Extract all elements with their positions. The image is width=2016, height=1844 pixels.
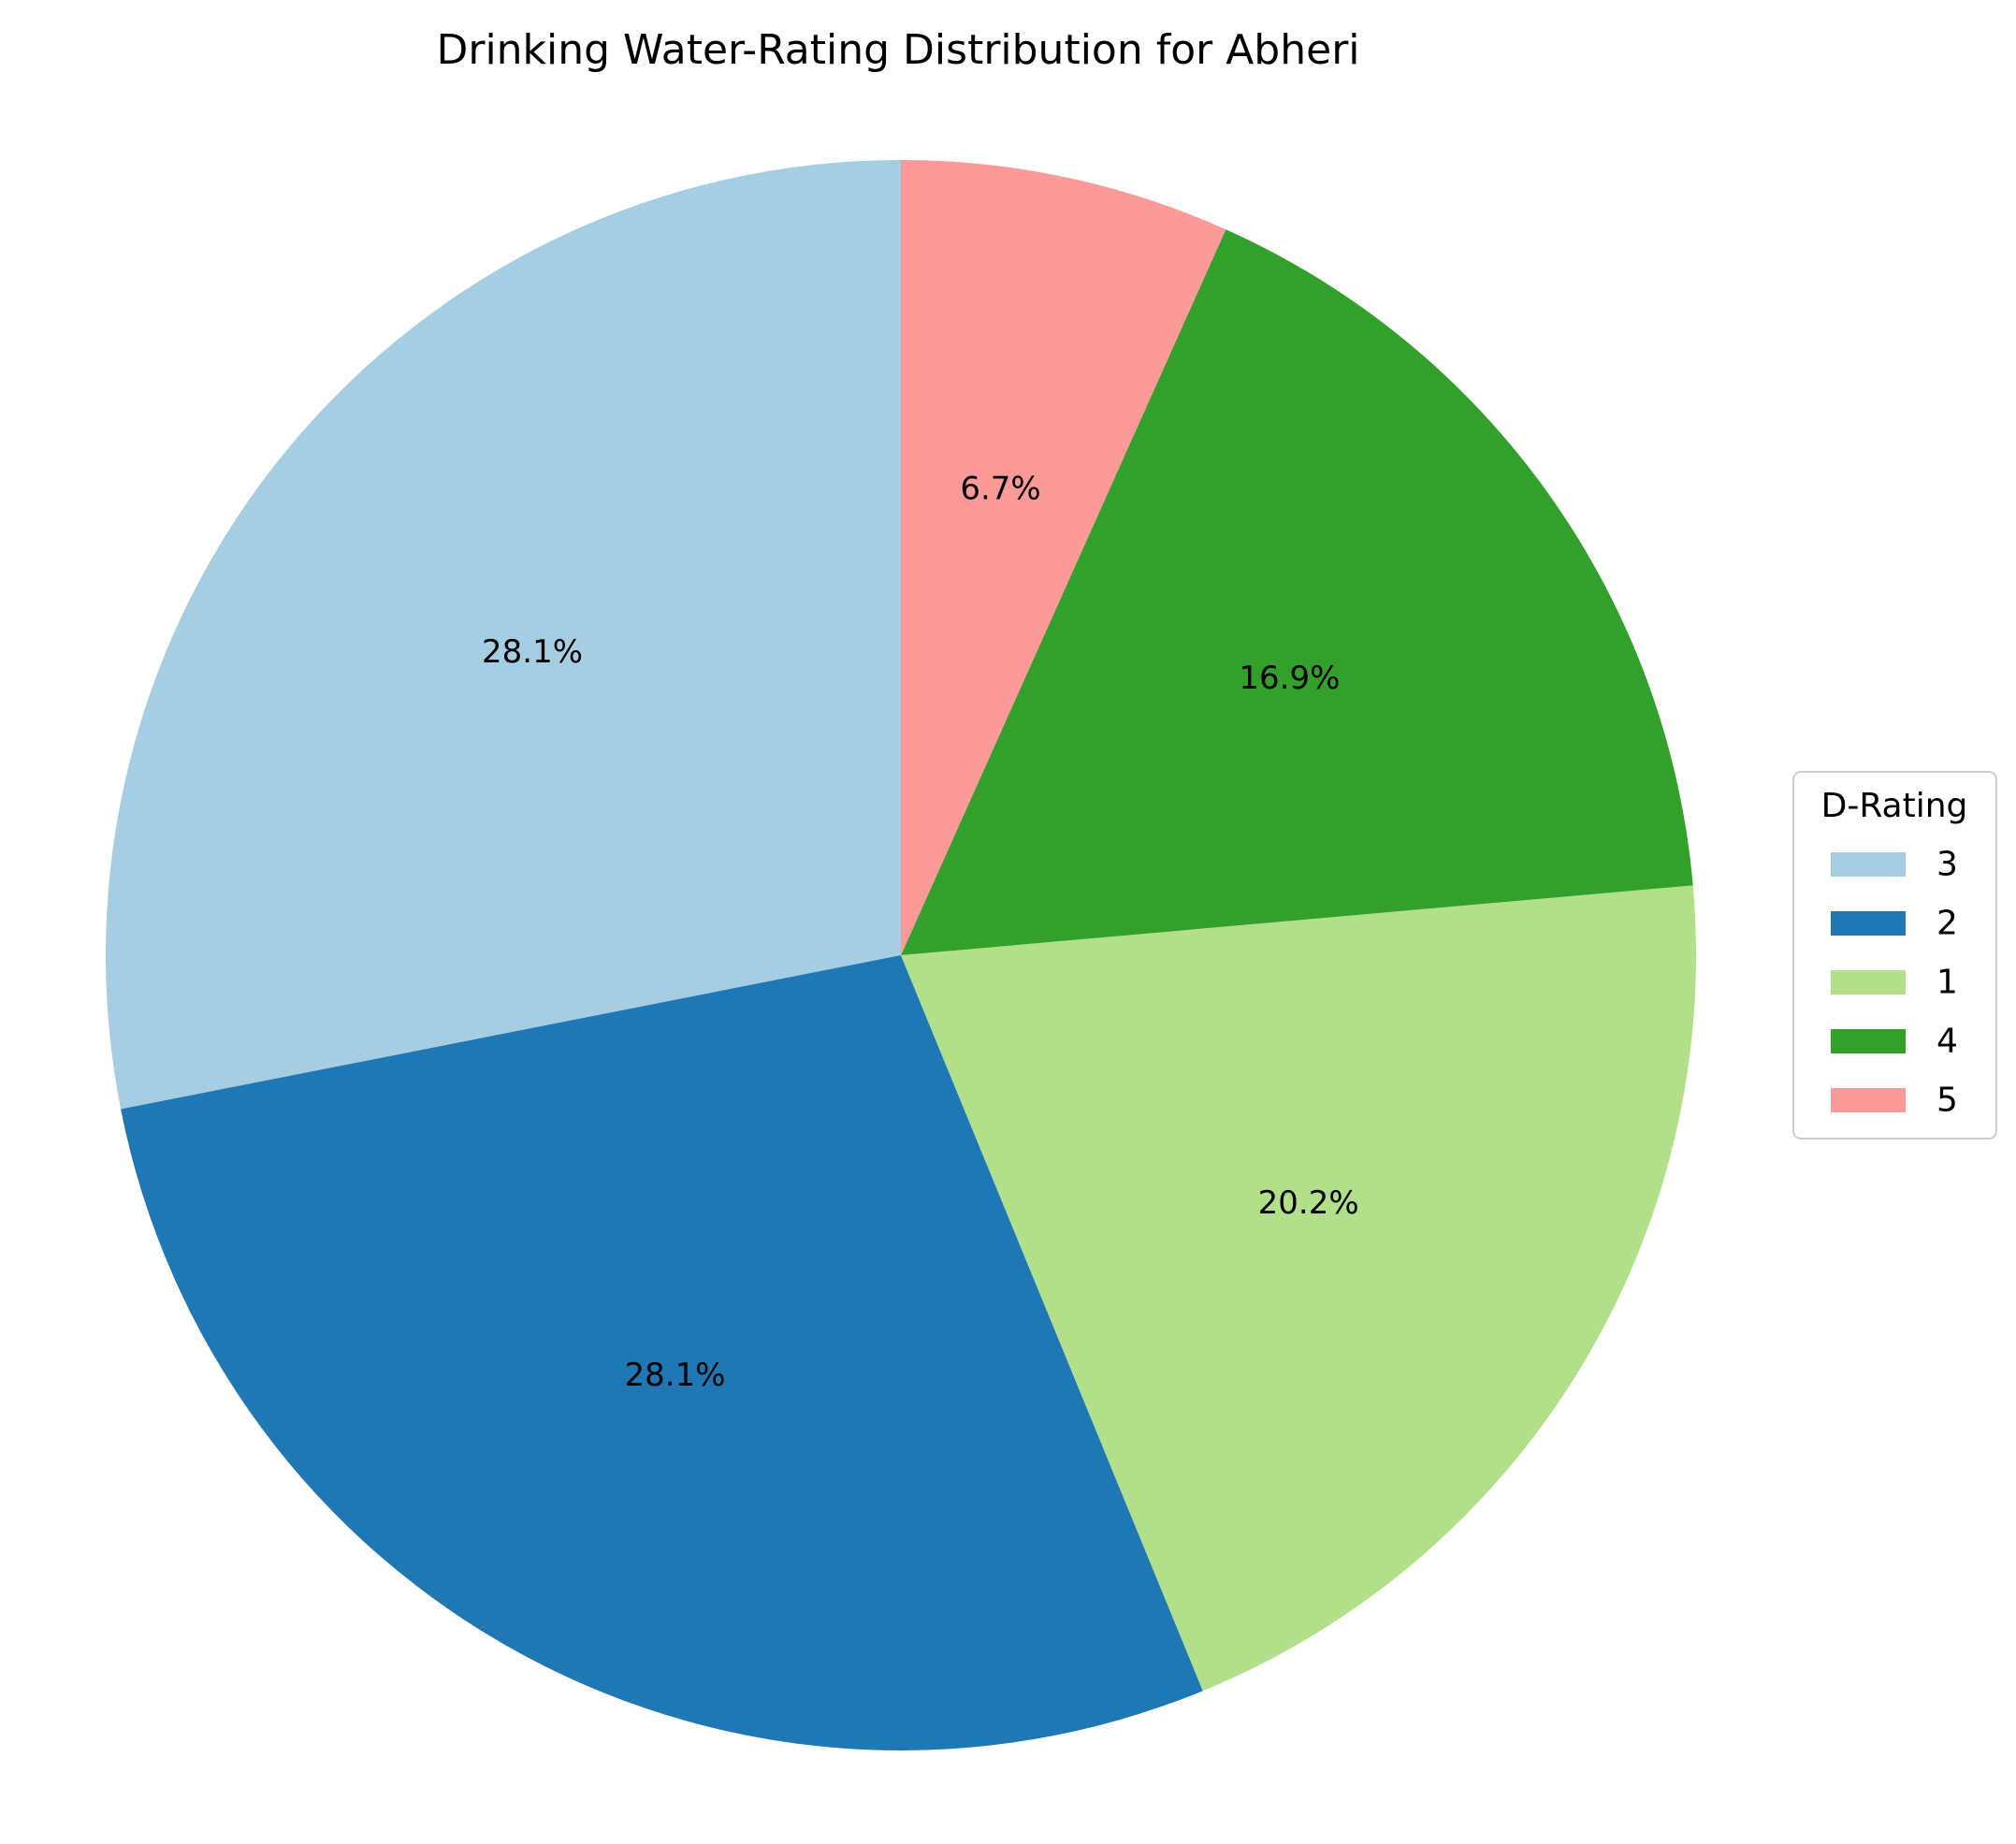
pie-slice-1 [901, 885, 1697, 1692]
legend-label-2: 2 [1936, 905, 1958, 943]
legend-swatch-4 [1831, 1029, 1906, 1053]
pie-slice-5 [901, 160, 1226, 955]
pie-slice-labels: 28.1% 28.1% 20.2% 16.9% 6.7% [482, 470, 1359, 1394]
legend: D-Rating 3 2 1 4 5 [1792, 771, 1997, 1140]
pie-slice-2 [121, 955, 1203, 1751]
slice-label-1: 20.2% [1258, 1184, 1359, 1222]
chart-title: Drinking Water-Rating Distribution for A… [436, 26, 1359, 74]
pie-slices [105, 160, 1697, 1751]
slice-label-3: 28.1% [482, 633, 583, 671]
pie-slice-4 [901, 229, 1693, 955]
legend-frame [1792, 771, 1997, 1140]
legend-title: D-Rating [1821, 787, 1968, 825]
legend-label-5: 5 [1936, 1082, 1958, 1120]
legend-label-4: 4 [1936, 1023, 1958, 1061]
pie-slice-3 [105, 160, 902, 1110]
slice-label-4: 16.9% [1239, 660, 1340, 697]
legend-label-1: 1 [1936, 964, 1958, 1002]
legend-swatch-1 [1831, 970, 1906, 995]
slice-label-2: 28.1% [625, 1357, 726, 1394]
legend-items: 3 2 1 4 5 [1831, 846, 1958, 1120]
legend-swatch-5 [1831, 1088, 1906, 1112]
legend-swatch-2 [1831, 911, 1906, 936]
slice-label-5: 6.7% [960, 470, 1040, 507]
legend-label-3: 3 [1936, 846, 1958, 884]
legend-swatch-3 [1831, 852, 1906, 877]
